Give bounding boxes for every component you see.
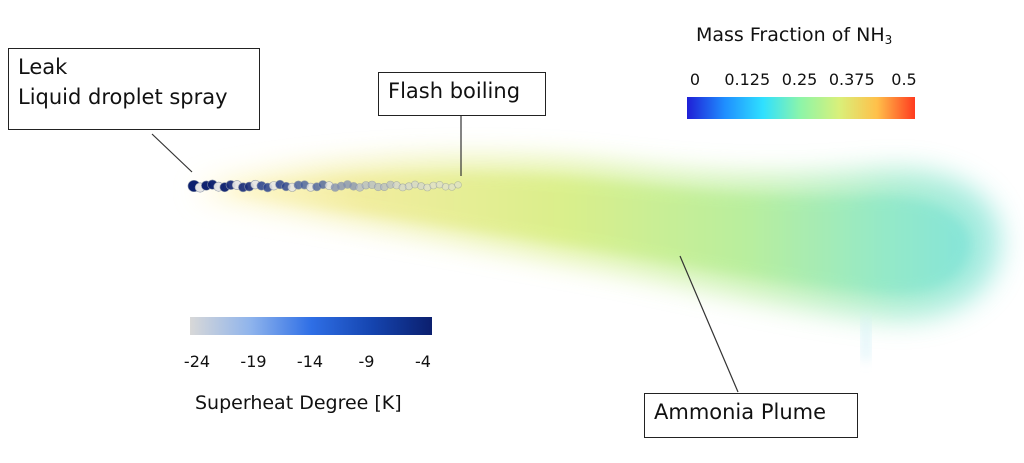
mass-fraction-tick-4: 0.5 <box>891 70 917 89</box>
mass-fraction-title: Mass Fraction of NH3 <box>696 24 893 47</box>
mass-fraction-tick-3: 0.375 <box>828 70 875 89</box>
ammonia-plume-core <box>230 174 971 294</box>
droplet <box>454 181 462 189</box>
superheat-tick-3: -9 <box>358 352 375 371</box>
flash-boiling-callout: Flash boiling <box>378 72 546 116</box>
droplet-spray <box>187 179 462 193</box>
ammonia-plume-callout: Ammonia Plume <box>644 393 858 438</box>
superheat-tick-2: -14 <box>296 352 324 371</box>
leak-callout: Leak Liquid droplet spray <box>8 48 260 130</box>
leak-label: Leak <box>18 55 68 79</box>
plume-leader-line <box>679 255 739 393</box>
leak-leader-line <box>151 133 193 173</box>
plume-ground-wisp <box>862 318 870 360</box>
mass-fraction-tick-2: 0.25 <box>781 70 818 89</box>
superheat-tick-1: -19 <box>240 352 267 371</box>
ammonia-plume-label: Ammonia Plume <box>654 400 826 424</box>
flash-boiling-label: Flash boiling <box>388 79 521 103</box>
mass-fraction-tick-1: 0.125 <box>724 70 771 89</box>
mass-fraction-colorbar <box>687 97 915 119</box>
mass-fraction-tick-0: 0 <box>689 70 701 89</box>
superheat-colorbar <box>190 317 432 335</box>
superheat-title: Superheat Degree [K] <box>195 392 402 414</box>
superheat-tick-0: -24 <box>183 352 211 371</box>
droplet-spray-label: Liquid droplet spray <box>18 85 228 109</box>
superheat-tick-4: -4 <box>415 352 431 371</box>
